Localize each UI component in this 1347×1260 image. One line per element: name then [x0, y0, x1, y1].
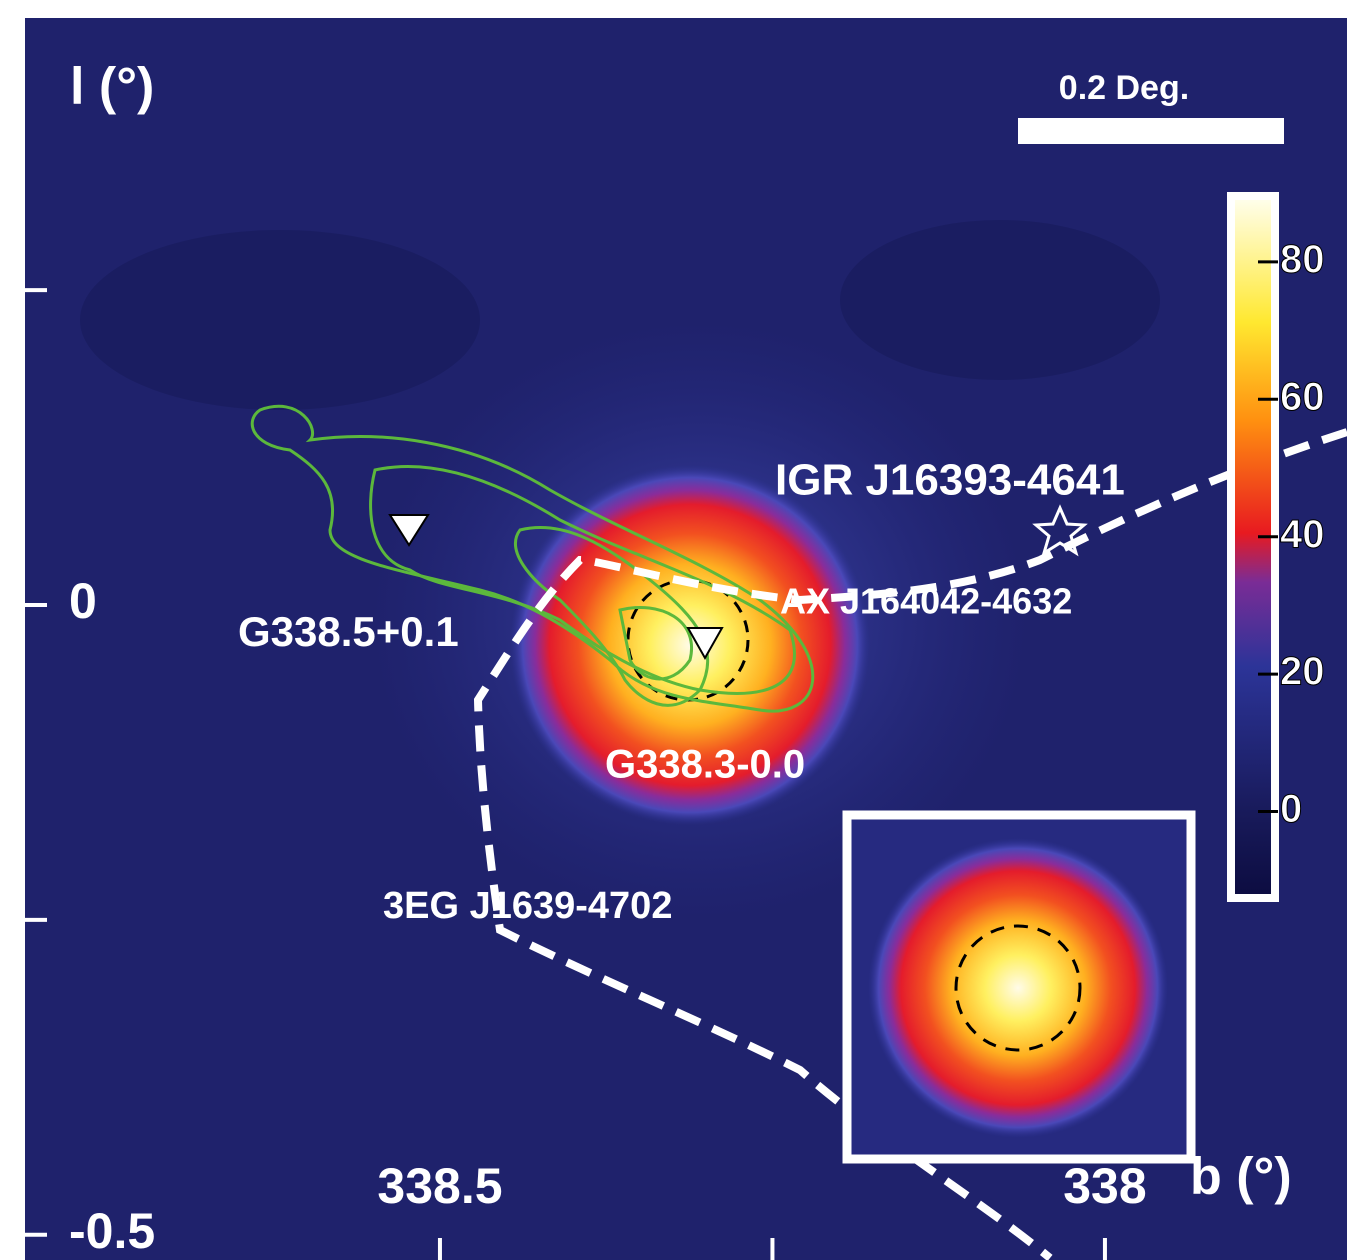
x-axis-label: b (°)	[1190, 1148, 1292, 1206]
colorbar-tick-label: 0	[1280, 787, 1302, 831]
colorbar-tick-label: 80	[1280, 237, 1325, 281]
x-tick-label: 338	[1063, 1158, 1146, 1214]
colorbar-tick-label: 40	[1280, 512, 1325, 556]
x-tick-label: 338.5	[377, 1158, 502, 1214]
map-texture	[80, 230, 480, 410]
y-tick-label: -0.5	[69, 1203, 155, 1259]
inset	[847, 815, 1191, 1159]
inset-psf	[868, 838, 1168, 1138]
map-texture	[840, 220, 1160, 380]
colorbar	[1231, 196, 1275, 898]
colorbar-tick-label: 20	[1280, 650, 1325, 694]
source-label: IGR J16393-4641	[775, 456, 1125, 505]
scale-bar	[1018, 118, 1284, 144]
source-label: AX J164042-4632	[780, 581, 1072, 622]
colorbar-tick-label: 60	[1280, 375, 1325, 419]
source-label: 3EG J1639-4702	[383, 885, 672, 927]
source-label: G338.3-0.0	[605, 743, 805, 787]
scale-bar-label: 0.2 Deg.	[1059, 69, 1189, 107]
y-tick-label: 0	[69, 573, 97, 629]
chart: 0.2 Deg. l (°) b (°) 338.5 338 0 -0.5 0 20 40 6…	[0, 0, 1347, 1260]
y-axis-label: l (°)	[70, 58, 154, 116]
source-label: G338.5+0.1	[238, 608, 459, 655]
